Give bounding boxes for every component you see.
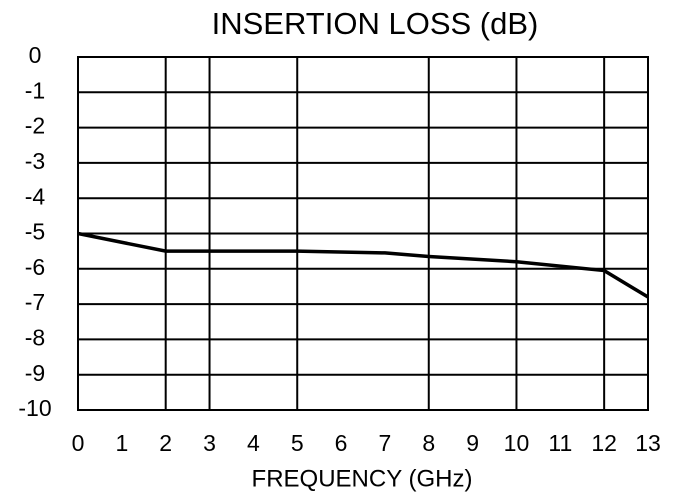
x-tick-label: 9 xyxy=(466,430,479,456)
x-tick-label: 7 xyxy=(379,430,392,456)
y-tick-label: 0 xyxy=(29,42,42,68)
x-tick-label: 8 xyxy=(422,430,435,456)
y-tick-label: -1 xyxy=(25,77,45,103)
x-axis-label: FREQUENCY (GHz) xyxy=(252,465,473,492)
x-tick-label: 12 xyxy=(591,430,617,456)
x-tick-label: 4 xyxy=(247,430,260,456)
y-tick-label: -5 xyxy=(25,219,45,245)
y-tick-label: -2 xyxy=(25,113,45,139)
x-tick-label: 5 xyxy=(291,430,304,456)
y-tick-label: -8 xyxy=(25,324,45,350)
x-tick-label: 13 xyxy=(635,430,661,456)
data-line xyxy=(77,231,649,299)
chart-title: INSERTION LOSS (dB) xyxy=(212,6,539,41)
x-tick-label: 1 xyxy=(115,430,128,456)
y-tick-label: -4 xyxy=(25,183,46,209)
y-tick-label: -9 xyxy=(25,360,45,386)
x-tick-label: 2 xyxy=(159,430,172,456)
x-tick-label: 6 xyxy=(335,430,348,456)
x-tick-label: 3 xyxy=(203,430,216,456)
y-tick-label: -7 xyxy=(25,289,45,315)
y-tick-label: -10 xyxy=(18,395,51,421)
x-tick-label: 0 xyxy=(72,430,85,456)
y-tick-label: -3 xyxy=(25,148,45,174)
y-tick-label: -6 xyxy=(25,254,45,280)
x-tick-label: 10 xyxy=(504,430,530,456)
x-tick-label: 11 xyxy=(548,430,572,456)
